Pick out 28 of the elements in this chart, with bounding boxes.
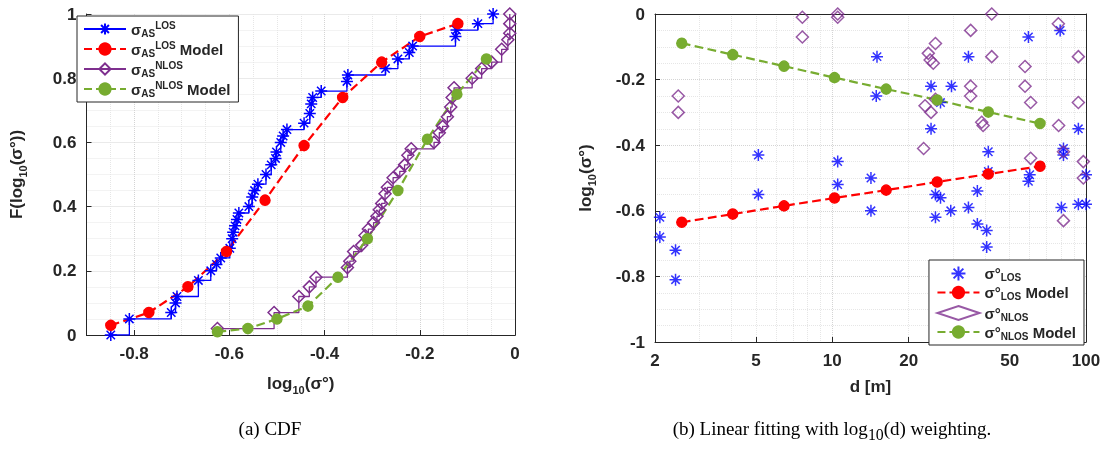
y-axis-title: log10(σ°) — [575, 144, 598, 212]
y-tick-label: -0.8 — [615, 266, 645, 286]
y-tick-label: -0.4 — [615, 135, 646, 155]
x-tick-label: 50 — [1000, 351, 1020, 370]
x-tick-label: 10 — [822, 351, 842, 370]
y-tick-label: -1 — [629, 332, 645, 352]
x-tick-label: 20 — [899, 351, 919, 370]
y-tick-label: 0 — [67, 325, 77, 345]
text: (b) Linear fitting with log$_{10}$(d) weighting. — [671, 418, 993, 444]
x-tick-label: 2 — [650, 351, 660, 370]
y-tick-label: -0.2 — [615, 70, 645, 90]
text: (a) CDF — [237, 418, 303, 440]
y-tick-label: 0 — [635, 4, 645, 24]
x-tick-label: 100 — [1071, 351, 1101, 370]
x-tick-label: -0.2 — [405, 344, 435, 363]
x-tick-label: 0 — [510, 344, 520, 363]
y-tick-label: 0.6 — [52, 132, 77, 152]
x-tick-label: -0.6 — [214, 344, 244, 363]
x-axis-title: d [m] — [849, 377, 892, 396]
x-tick-label: 5 — [751, 351, 761, 370]
y-tick-label: 0.4 — [52, 197, 78, 217]
x-tick-label: -0.8 — [119, 344, 149, 363]
y-axis-title: F(log10(σ°)) — [7, 129, 29, 220]
y-tick-label: 0.8 — [52, 68, 77, 88]
y-tick-label: 1 — [67, 4, 77, 24]
y-tick-label: -0.6 — [615, 201, 645, 221]
y-tick-label: 0.2 — [52, 261, 77, 281]
x-tick-label: -0.4 — [309, 344, 340, 363]
